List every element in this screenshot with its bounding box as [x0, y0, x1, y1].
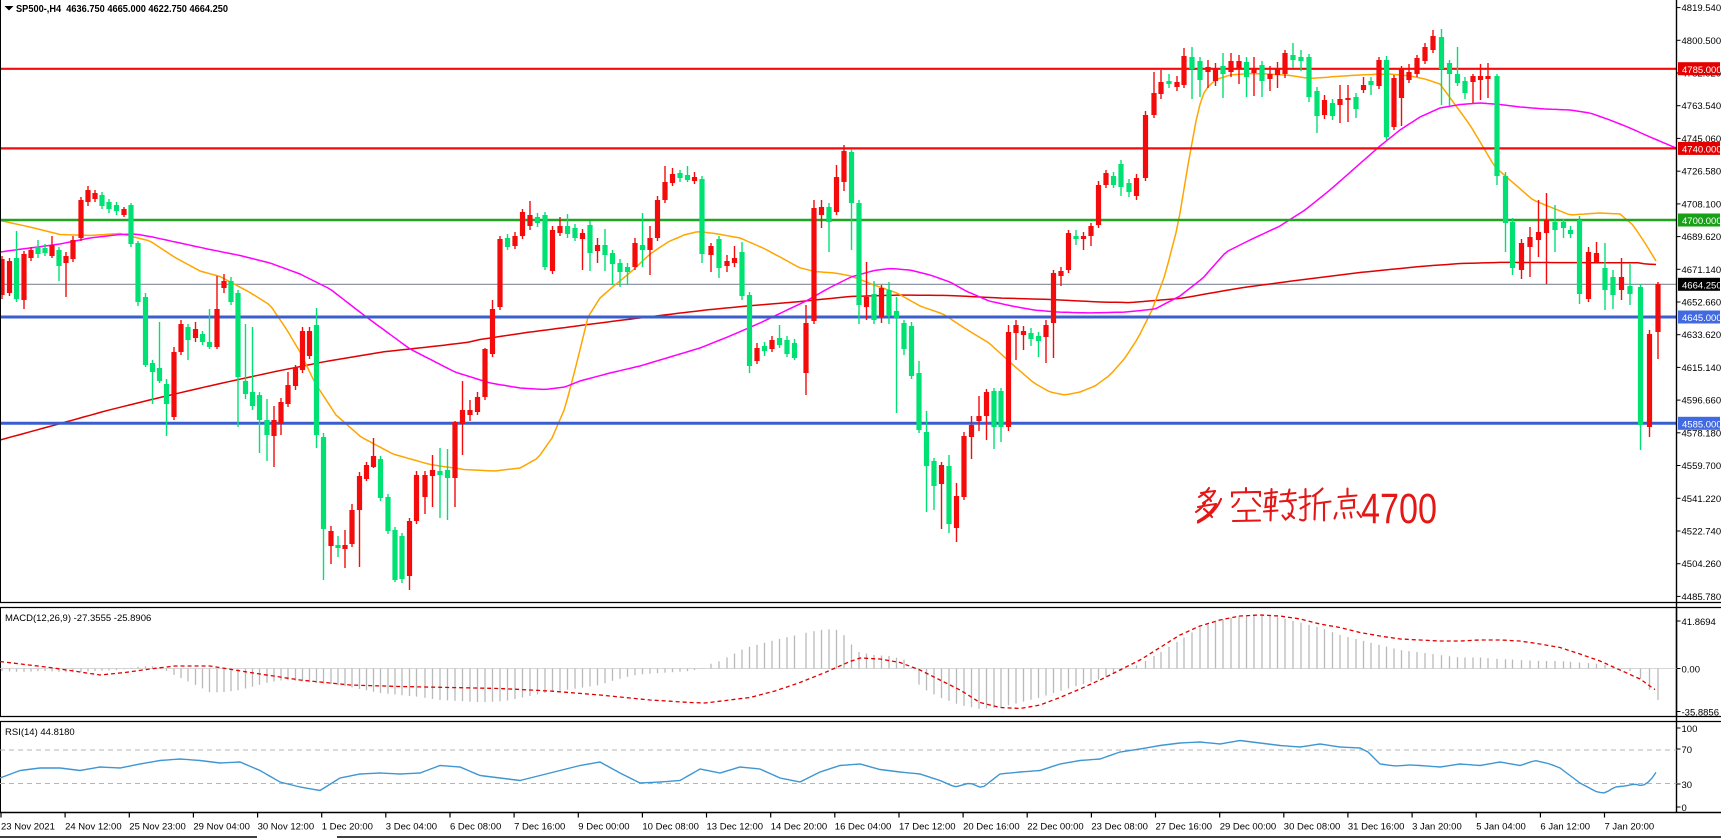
- svg-text:4700.000: 4700.000: [1682, 216, 1721, 227]
- svg-text:23 Nov 2021: 23 Nov 2021: [1, 822, 55, 833]
- svg-text:3 Dec 04:00: 3 Dec 04:00: [386, 822, 437, 833]
- svg-text:14 Dec 20:00: 14 Dec 20:00: [771, 822, 828, 833]
- svg-text:-35.8856: -35.8856: [1682, 708, 1720, 719]
- svg-text:4708.100: 4708.100: [1682, 199, 1721, 210]
- svg-text:4671.140: 4671.140: [1682, 265, 1721, 276]
- svg-text:4745.060: 4745.060: [1682, 134, 1721, 145]
- svg-text:4800.500: 4800.500: [1682, 36, 1721, 47]
- svg-text:4652.660: 4652.660: [1682, 298, 1721, 309]
- svg-text:30: 30: [1682, 780, 1693, 791]
- svg-text:4689.620: 4689.620: [1682, 232, 1721, 243]
- svg-text:13 Dec 12:00: 13 Dec 12:00: [707, 822, 764, 833]
- svg-text:SP500-,H4 4636.750 4665.000 4: SP500-,H4 4636.750 4665.000 4622.750 466…: [16, 4, 228, 15]
- svg-text:4585.000: 4585.000: [1682, 419, 1721, 430]
- svg-text:22 Dec 00:00: 22 Dec 00:00: [1027, 822, 1084, 833]
- svg-text:16 Dec 04:00: 16 Dec 04:00: [835, 822, 892, 833]
- svg-text:4615.140: 4615.140: [1682, 363, 1721, 374]
- svg-text:MACD(12,26,9) -27.3555 -25.890: MACD(12,26,9) -27.3555 -25.8906: [5, 613, 151, 624]
- svg-text:41.8694: 41.8694: [1682, 617, 1716, 628]
- svg-text:1 Dec 20:00: 1 Dec 20:00: [322, 822, 373, 833]
- svg-text:4740.000: 4740.000: [1682, 144, 1721, 155]
- svg-text:31 Dec 16:00: 31 Dec 16:00: [1348, 822, 1405, 833]
- svg-text:7 Dec 16:00: 7 Dec 16:00: [514, 822, 565, 833]
- svg-text:5 Jan 04:00: 5 Jan 04:00: [1476, 822, 1526, 833]
- svg-text:3 Jan 20:00: 3 Jan 20:00: [1412, 822, 1462, 833]
- svg-text:27 Dec 16:00: 27 Dec 16:00: [1156, 822, 1213, 833]
- svg-text:0: 0: [1682, 803, 1687, 814]
- svg-text:29 Nov 04:00: 29 Nov 04:00: [193, 822, 250, 833]
- svg-text:10 Dec 08:00: 10 Dec 08:00: [642, 822, 699, 833]
- svg-text:25 Nov 23:00: 25 Nov 23:00: [129, 822, 186, 833]
- svg-text:4541.220: 4541.220: [1682, 494, 1721, 505]
- svg-text:30 Nov 12:00: 30 Nov 12:00: [258, 822, 315, 833]
- svg-text:9 Dec 00:00: 9 Dec 00:00: [578, 822, 629, 833]
- svg-text:6 Dec 08:00: 6 Dec 08:00: [450, 822, 501, 833]
- svg-text:RSI(14) 44.8180: RSI(14) 44.8180: [5, 727, 75, 738]
- svg-text:4819.540: 4819.540: [1682, 3, 1721, 14]
- svg-text:4763.540: 4763.540: [1682, 101, 1721, 112]
- svg-text:4485.780: 4485.780: [1682, 592, 1721, 603]
- svg-text:23 Dec 08:00: 23 Dec 08:00: [1091, 822, 1148, 833]
- svg-text:70: 70: [1682, 745, 1693, 756]
- svg-text:17 Dec 12:00: 17 Dec 12:00: [899, 822, 956, 833]
- svg-text:4559.700: 4559.700: [1682, 461, 1721, 472]
- svg-text:0.00: 0.00: [1682, 665, 1701, 676]
- svg-text:7 Jan 20:00: 7 Jan 20:00: [1605, 822, 1655, 833]
- svg-text:4522.740: 4522.740: [1682, 527, 1721, 538]
- svg-text:4664.250: 4664.250: [1682, 280, 1721, 291]
- svg-text:29 Dec 00:00: 29 Dec 00:00: [1220, 822, 1277, 833]
- svg-text:4633.620: 4633.620: [1682, 330, 1721, 341]
- svg-text:4578.180: 4578.180: [1682, 428, 1721, 439]
- svg-text:20 Dec 16:00: 20 Dec 16:00: [963, 822, 1020, 833]
- svg-text:4504.260: 4504.260: [1682, 559, 1721, 570]
- svg-text:4700: 4700: [1361, 485, 1437, 533]
- svg-text:4645.000: 4645.000: [1682, 313, 1721, 324]
- svg-text:4596.660: 4596.660: [1682, 396, 1721, 407]
- svg-text:100: 100: [1682, 724, 1698, 735]
- svg-text:24 Nov 12:00: 24 Nov 12:00: [65, 822, 122, 833]
- svg-text:6 Jan 12:00: 6 Jan 12:00: [1540, 822, 1590, 833]
- svg-text:4785.000: 4785.000: [1682, 65, 1721, 76]
- svg-text:30 Dec 08:00: 30 Dec 08:00: [1284, 822, 1341, 833]
- svg-text:4726.580: 4726.580: [1682, 167, 1721, 178]
